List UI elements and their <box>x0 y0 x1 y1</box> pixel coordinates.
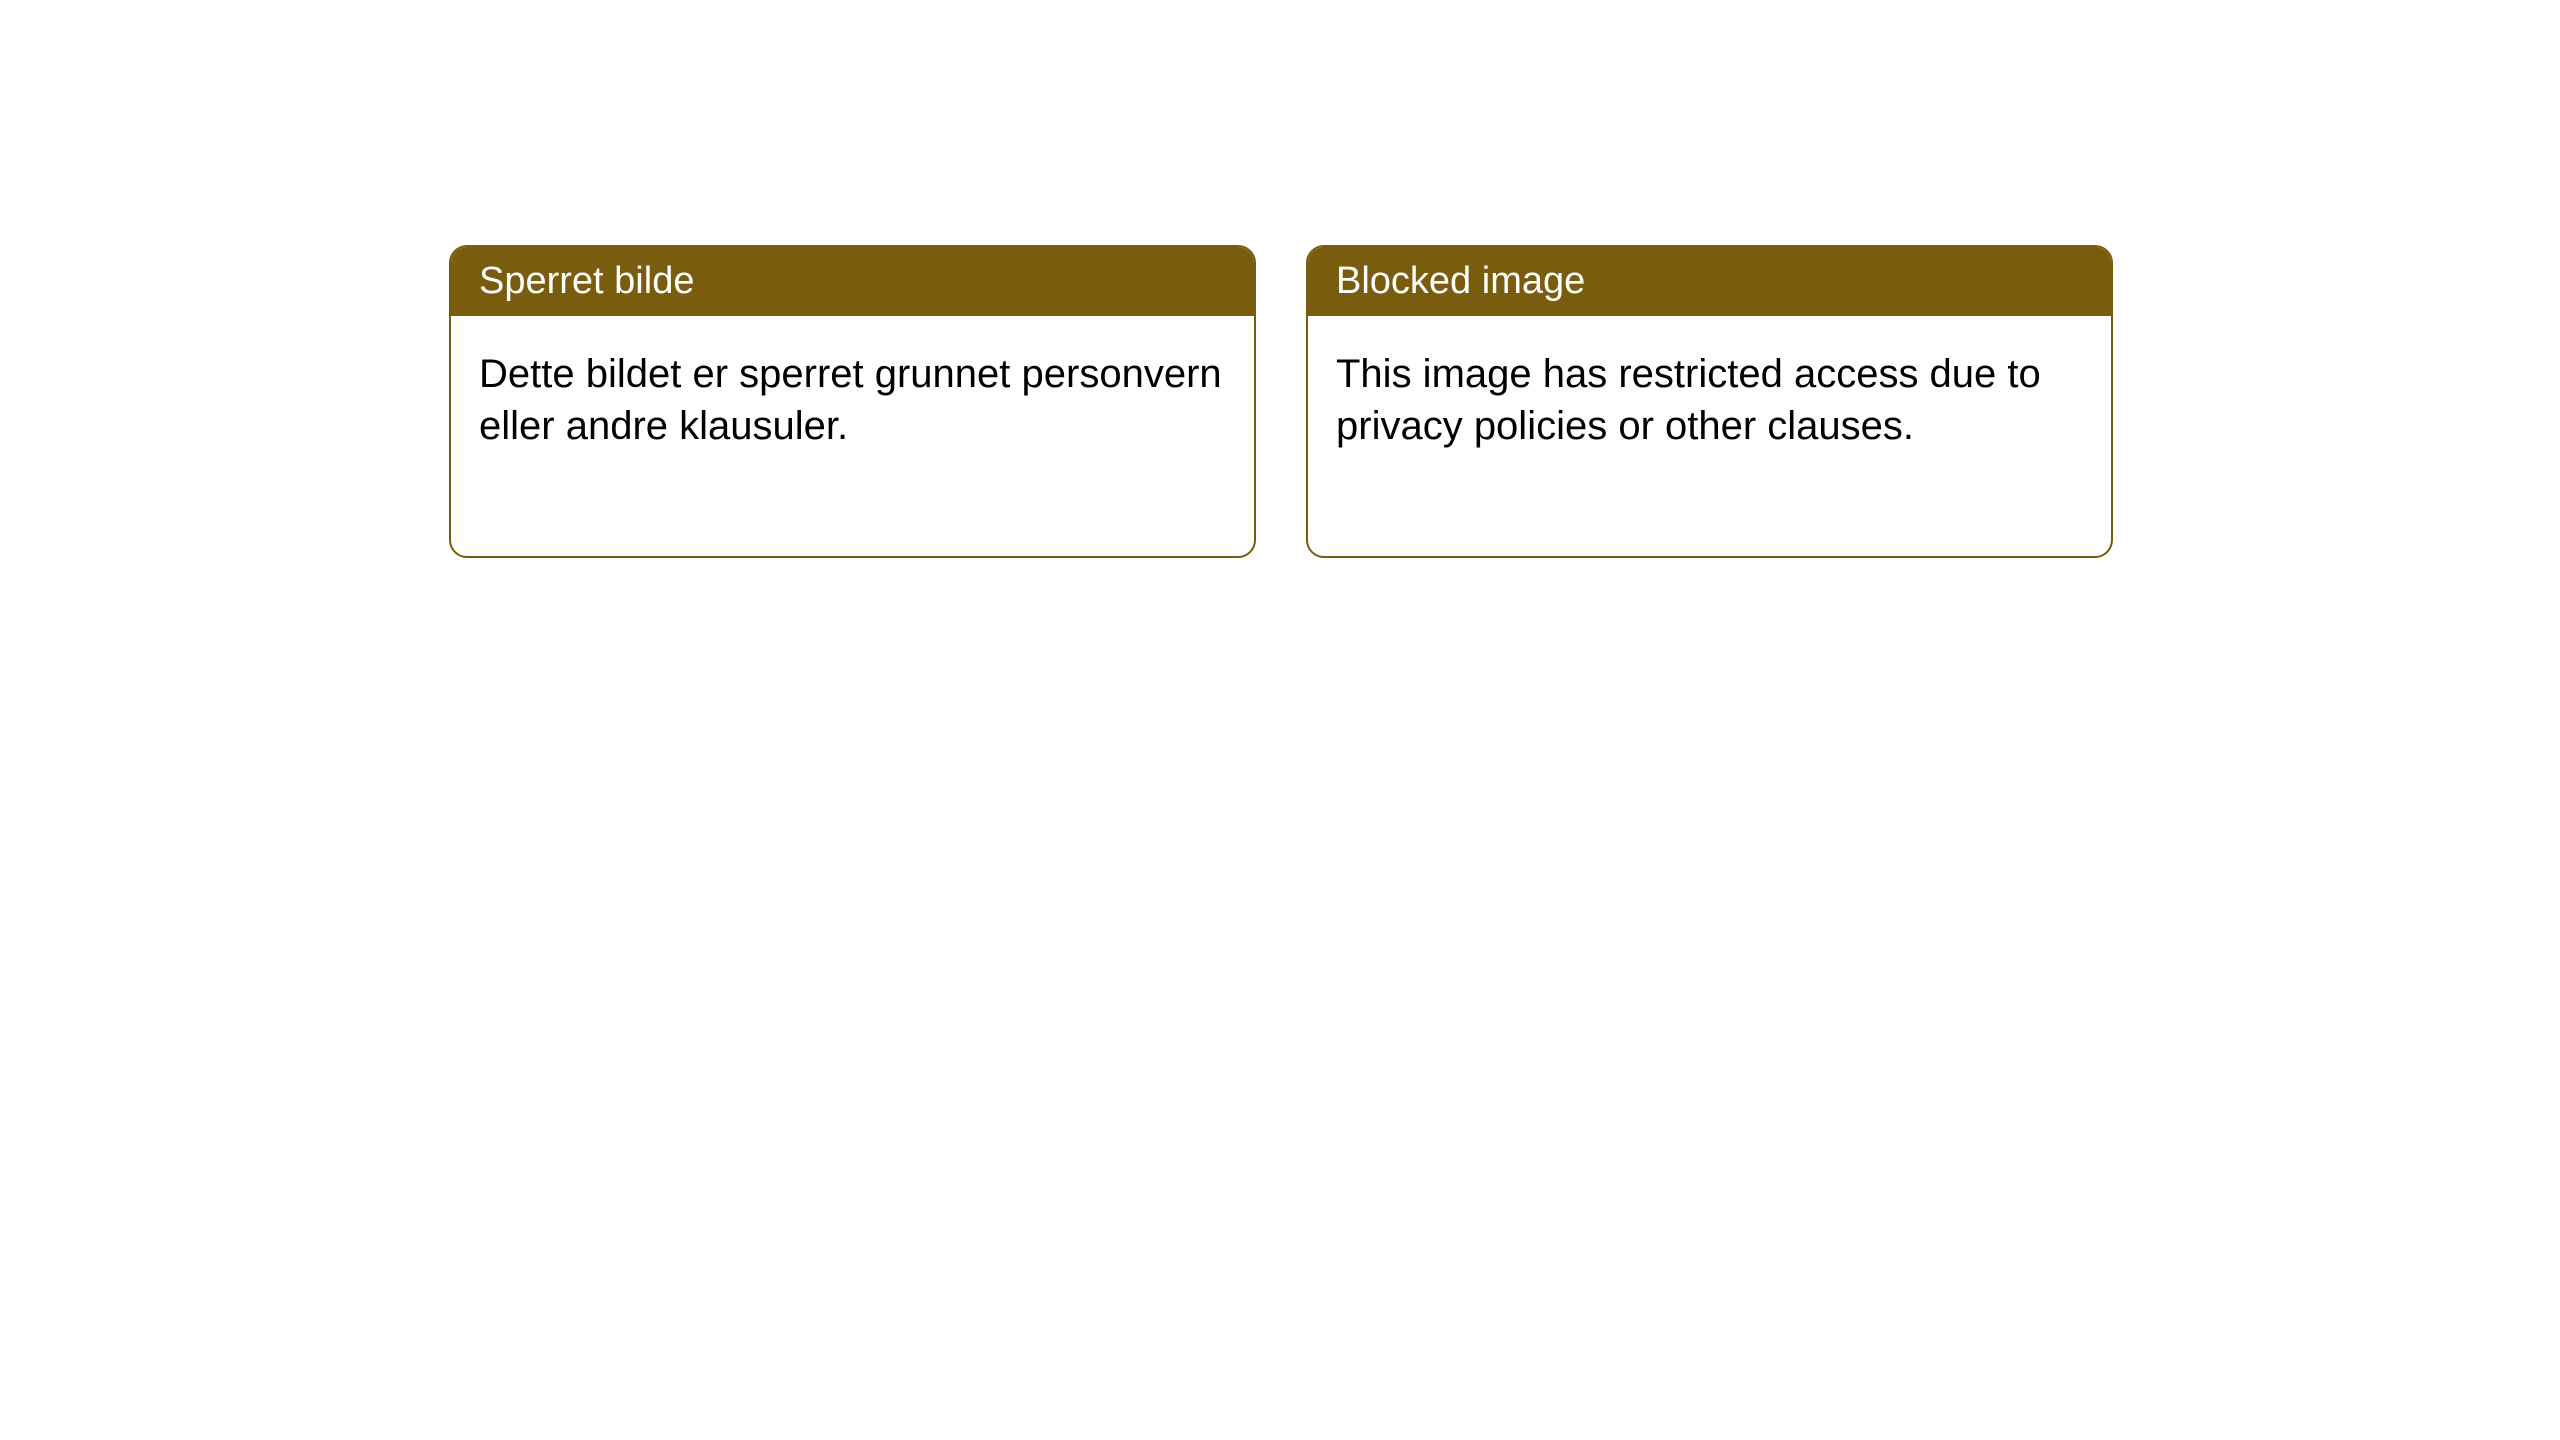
card-english: Blocked image This image has restricted … <box>1306 245 2113 558</box>
card-norwegian: Sperret bilde Dette bildet er sperret gr… <box>449 245 1256 558</box>
card-title-english: Blocked image <box>1336 260 1585 302</box>
card-text-norwegian: Dette bildet er sperret grunnet personve… <box>479 348 1226 452</box>
card-text-english: This image has restricted access due to … <box>1336 348 2083 452</box>
card-body-norwegian: Dette bildet er sperret grunnet personve… <box>451 316 1254 556</box>
card-body-english: This image has restricted access due to … <box>1308 316 2111 556</box>
card-header-english: Blocked image <box>1308 247 2111 316</box>
card-title-norwegian: Sperret bilde <box>479 260 694 302</box>
card-header-norwegian: Sperret bilde <box>451 247 1254 316</box>
card-container: Sperret bilde Dette bildet er sperret gr… <box>449 245 2113 558</box>
